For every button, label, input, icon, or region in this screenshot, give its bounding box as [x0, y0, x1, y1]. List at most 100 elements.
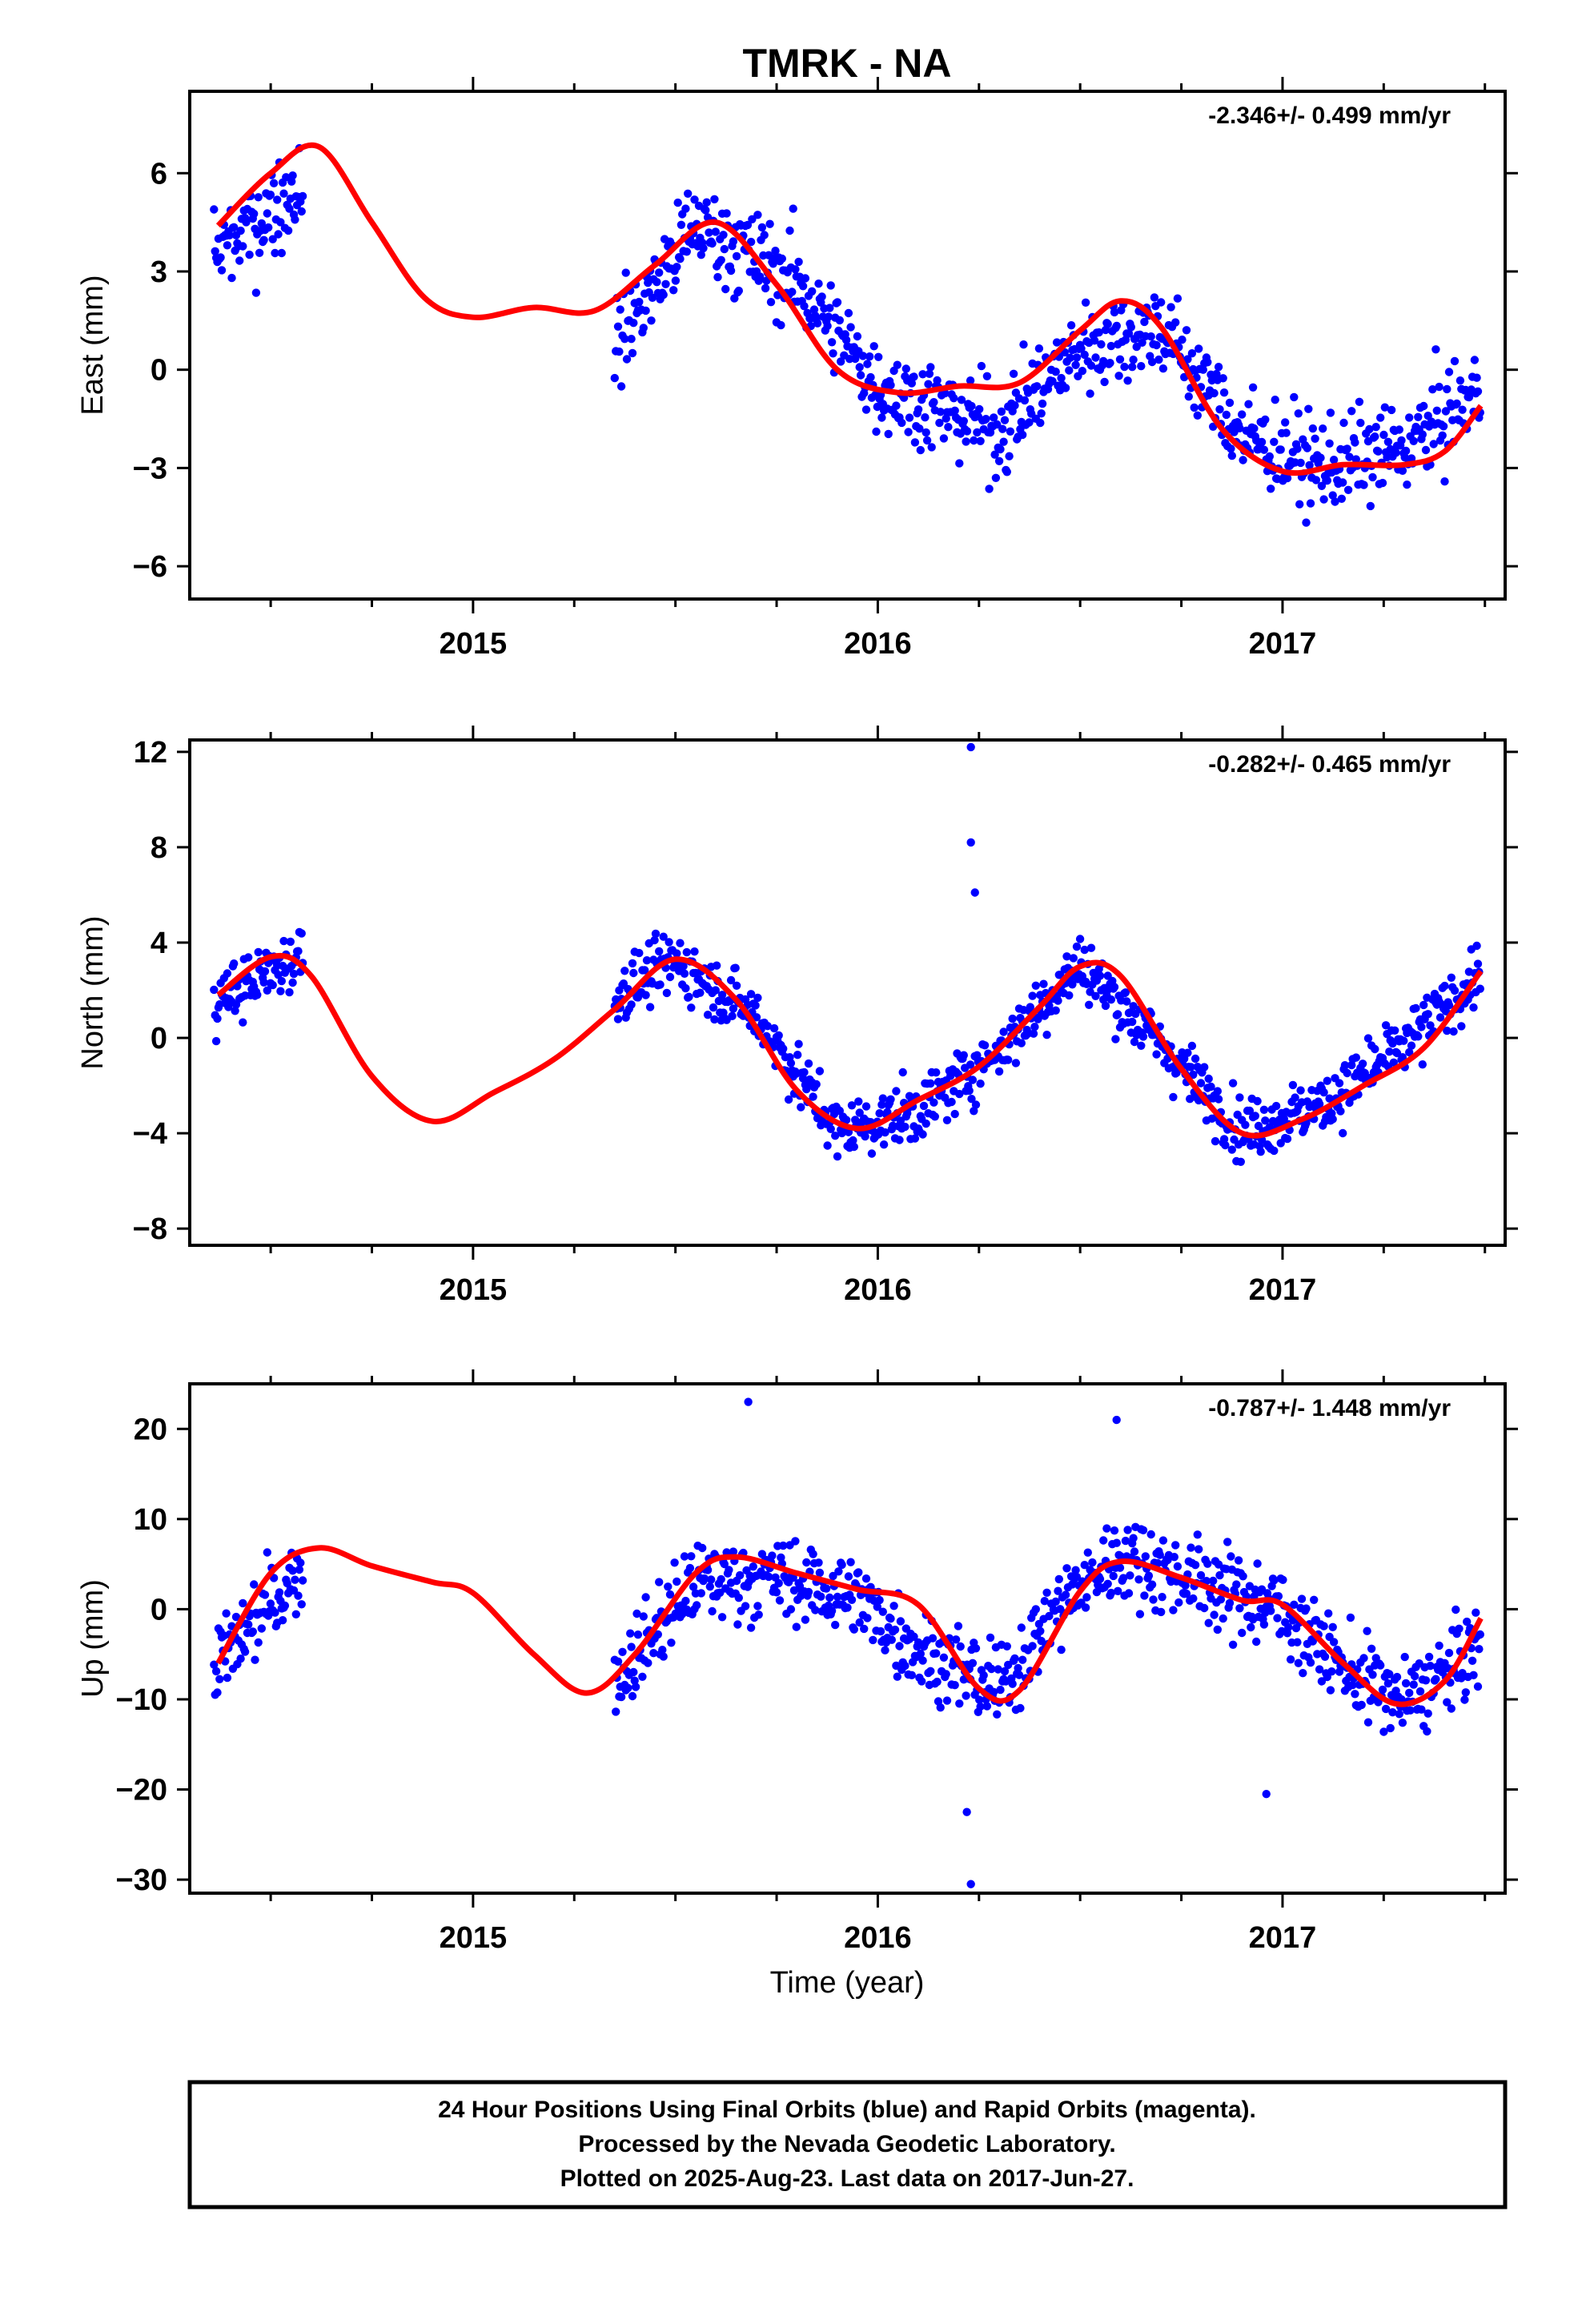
data-point — [1173, 294, 1182, 303]
data-point — [1290, 392, 1299, 402]
data-point — [982, 415, 990, 424]
data-point — [746, 237, 756, 247]
data-point — [1158, 364, 1168, 373]
data-point — [720, 1559, 729, 1569]
data-point — [1189, 1070, 1198, 1080]
data-point — [847, 1101, 857, 1110]
data-point — [260, 967, 270, 976]
data-point — [1315, 1665, 1324, 1674]
data-point — [791, 1537, 800, 1546]
data-point — [1279, 1575, 1287, 1585]
data-point — [1014, 1671, 1024, 1679]
data-point — [1306, 499, 1315, 508]
data-point — [1095, 1574, 1105, 1583]
data-point — [1123, 1526, 1132, 1534]
data-point — [1137, 1041, 1146, 1051]
data-point — [1368, 1671, 1377, 1679]
data-point — [777, 320, 785, 330]
data-point — [967, 401, 976, 411]
data-point — [947, 1097, 956, 1107]
data-point — [1214, 1095, 1223, 1104]
data-point — [732, 981, 741, 991]
data-point — [1443, 384, 1452, 394]
data-point — [1476, 984, 1485, 993]
data-point — [976, 436, 985, 445]
data-point — [944, 423, 953, 432]
data-point — [1072, 942, 1082, 951]
data-point — [901, 1122, 909, 1132]
data-point — [1244, 400, 1253, 408]
data-point — [635, 948, 644, 958]
data-point — [802, 1084, 811, 1094]
data-point — [754, 1610, 763, 1619]
data-point — [1157, 298, 1166, 307]
data-point — [1152, 340, 1161, 350]
data-point — [939, 1653, 949, 1662]
data-point — [1329, 456, 1339, 464]
data-point — [275, 1588, 284, 1597]
data-point — [711, 227, 720, 236]
data-point — [1227, 451, 1237, 460]
data-point — [1440, 981, 1449, 991]
data-point — [1328, 1115, 1337, 1124]
data-point — [1028, 1642, 1037, 1651]
data-point — [1267, 1606, 1275, 1615]
data-point — [939, 434, 949, 443]
data-point — [826, 1124, 835, 1134]
data-point — [785, 226, 794, 235]
data-point — [1228, 1079, 1238, 1088]
data-point — [922, 436, 932, 445]
data-point — [1120, 362, 1129, 372]
data-point — [873, 1602, 882, 1611]
y-tick-label: 4 — [151, 927, 167, 960]
data-point — [1468, 1656, 1477, 1665]
data-point — [1191, 1561, 1200, 1570]
data-point — [918, 370, 927, 379]
data-point — [901, 1661, 909, 1671]
data-point — [1294, 1659, 1303, 1667]
data-point — [729, 1547, 738, 1556]
data-point — [1199, 365, 1208, 374]
data-point — [1351, 438, 1359, 447]
data-point — [959, 416, 969, 425]
data-point — [1401, 446, 1411, 456]
data-point — [924, 380, 933, 388]
data-point — [1196, 1570, 1206, 1580]
data-point — [1399, 1036, 1408, 1045]
data-point — [892, 401, 901, 410]
footer-box: 24 Hour Positions Using Final Orbits (bl… — [187, 2080, 1508, 2209]
data-point — [729, 237, 738, 246]
data-point — [887, 1635, 897, 1644]
data-point — [1037, 1636, 1046, 1646]
data-point — [827, 1606, 837, 1615]
data-point — [1429, 440, 1438, 448]
data-point — [941, 388, 950, 398]
data-point — [932, 1068, 941, 1077]
data-point — [1115, 1563, 1125, 1572]
data-point — [1028, 991, 1037, 1000]
data-point — [1291, 1093, 1299, 1102]
data-point — [1100, 377, 1109, 387]
data-point — [684, 189, 693, 198]
data-point — [1319, 1622, 1328, 1630]
data-point — [231, 1612, 241, 1622]
data-point — [277, 976, 286, 986]
data-point — [918, 1656, 927, 1665]
data-point — [1061, 1590, 1070, 1599]
footer-line-1: 24 Hour Positions Using Final Orbits (bl… — [438, 2097, 1256, 2123]
data-point — [1138, 338, 1146, 347]
data-point — [1357, 1700, 1366, 1710]
data-point — [1405, 413, 1414, 422]
data-point — [251, 1655, 259, 1664]
data-point — [1106, 359, 1114, 368]
data-point — [297, 1600, 306, 1609]
data-point — [1303, 444, 1312, 452]
data-point — [1158, 1536, 1168, 1545]
data-point — [1071, 360, 1080, 369]
data-point — [1171, 1541, 1180, 1550]
data-point — [1435, 1013, 1445, 1022]
data-point — [855, 1108, 864, 1117]
data-point — [1121, 336, 1130, 344]
data-point — [833, 1592, 842, 1602]
